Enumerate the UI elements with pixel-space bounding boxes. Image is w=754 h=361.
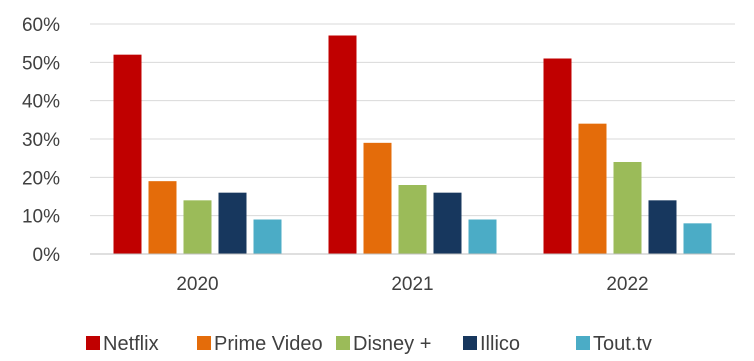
legend-label: Illico bbox=[480, 333, 520, 355]
legend-item: Prime Video bbox=[197, 333, 323, 355]
bar-disney-2021 bbox=[398, 185, 427, 254]
x-tick-label: 2022 bbox=[606, 274, 648, 295]
bars bbox=[113, 35, 712, 255]
legend-item: Tout.tv bbox=[576, 333, 652, 355]
bar-netflix-2021 bbox=[328, 35, 357, 254]
bar-netflix-2020 bbox=[113, 54, 142, 254]
x-tick-label: 2021 bbox=[391, 274, 433, 295]
x-tick-label: 2020 bbox=[176, 274, 218, 295]
legend-swatch bbox=[576, 336, 590, 350]
y-tick-label: 20% bbox=[22, 168, 60, 189]
bar-prime-video-2021 bbox=[363, 142, 392, 254]
bar-prime-video-2020 bbox=[148, 181, 177, 254]
bar-tout-tv-2022 bbox=[683, 223, 712, 254]
legend-label: Tout.tv bbox=[593, 333, 652, 355]
y-tick-label: 50% bbox=[22, 53, 60, 74]
bar-tout-tv-2020 bbox=[253, 219, 282, 254]
legend-swatch bbox=[463, 336, 477, 350]
y-tick-label: 60% bbox=[22, 15, 60, 36]
y-axis-ticks: 0% 10% 20% 30% 40% 50% 60% bbox=[22, 15, 60, 266]
x-axis: 2020 2021 2022 bbox=[90, 253, 735, 295]
y-tick-label: 40% bbox=[22, 92, 60, 113]
legend-item: Netflix bbox=[86, 333, 159, 355]
bar-illico-2021 bbox=[433, 192, 462, 254]
y-tick-label: 30% bbox=[22, 130, 60, 151]
bar-tout-tv-2021 bbox=[468, 219, 497, 254]
bar-prime-video-2022 bbox=[578, 123, 607, 255]
bar-netflix-2022 bbox=[543, 58, 572, 254]
legend-item: Illico bbox=[463, 333, 520, 355]
legend-label: Prime Video bbox=[214, 333, 323, 355]
legend: Netflix Prime Video Disney + Illico Tout.tv bbox=[86, 333, 652, 355]
bar-illico-2022 bbox=[648, 200, 677, 254]
legend-item: Disney + bbox=[336, 333, 431, 355]
legend-swatch bbox=[336, 336, 350, 350]
bar-disney-2020 bbox=[183, 200, 212, 254]
legend-label: Netflix bbox=[103, 333, 159, 355]
legend-label: Disney + bbox=[353, 333, 431, 355]
y-tick-label: 0% bbox=[33, 245, 61, 266]
bar-disney-2022 bbox=[613, 162, 642, 254]
legend-swatch bbox=[197, 336, 211, 350]
y-tick-label: 10% bbox=[22, 207, 60, 228]
legend-swatch bbox=[86, 336, 100, 350]
bar-illico-2020 bbox=[218, 192, 247, 254]
